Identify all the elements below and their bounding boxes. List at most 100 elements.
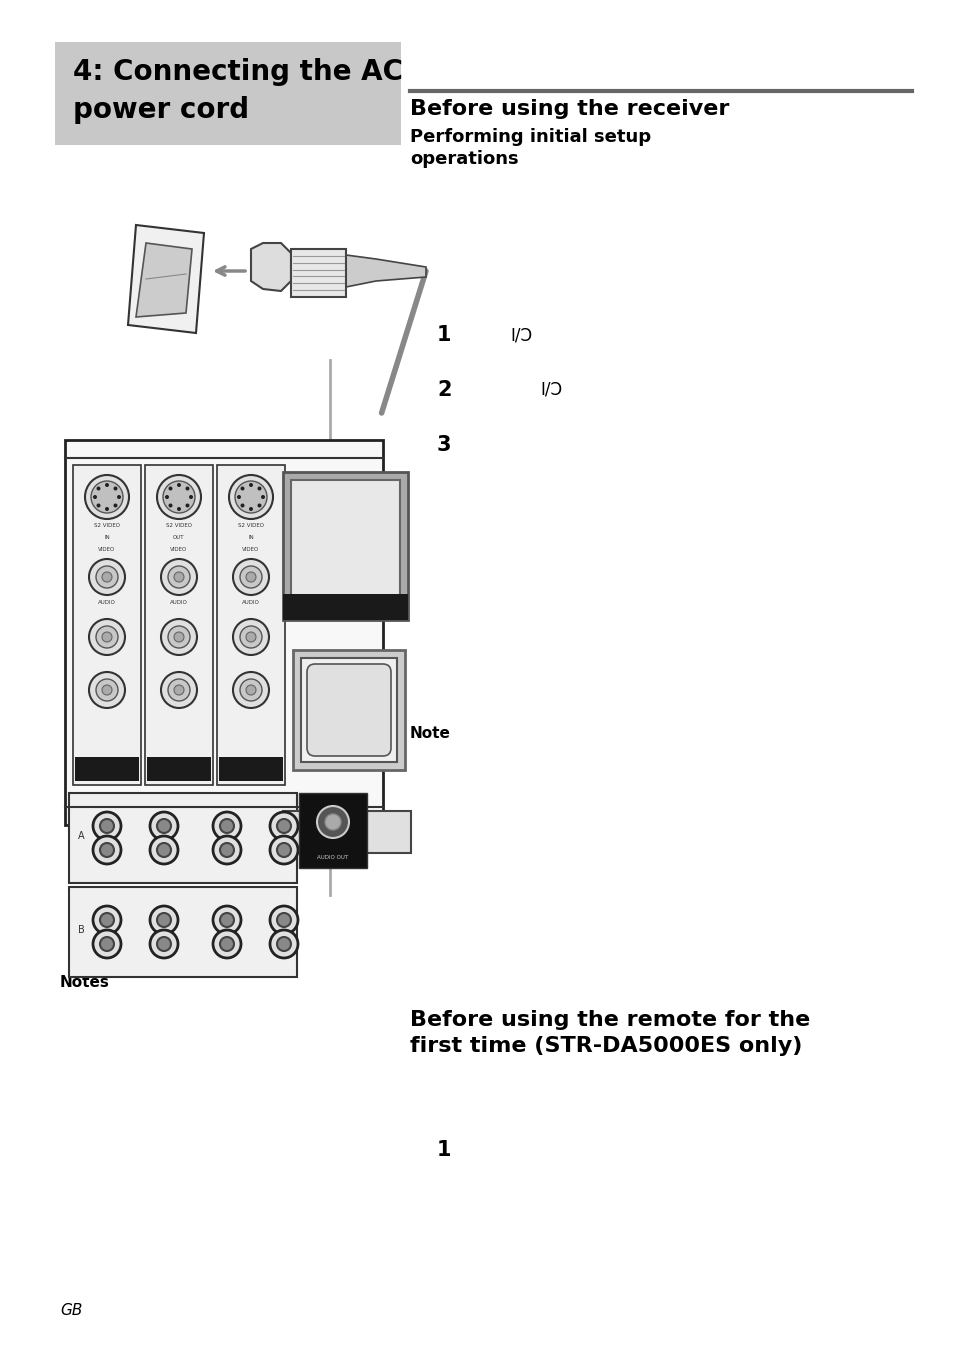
Circle shape <box>102 631 112 642</box>
Circle shape <box>92 930 121 959</box>
Text: 1: 1 <box>436 324 451 345</box>
Bar <box>69 794 296 883</box>
Circle shape <box>246 685 255 695</box>
Bar <box>73 465 141 786</box>
Text: Before using the receiver: Before using the receiver <box>410 99 729 119</box>
Bar <box>293 650 405 771</box>
Circle shape <box>161 619 196 654</box>
Circle shape <box>270 836 297 864</box>
Circle shape <box>150 813 178 840</box>
Circle shape <box>257 487 261 491</box>
Circle shape <box>276 844 291 857</box>
Circle shape <box>113 503 117 507</box>
Circle shape <box>261 495 265 499</box>
Text: A: A <box>77 831 84 841</box>
Text: Before using the remote for the
first time (STR-DA5000ES only): Before using the remote for the first ti… <box>410 1010 809 1056</box>
Circle shape <box>163 481 194 512</box>
Circle shape <box>165 495 169 499</box>
Circle shape <box>105 483 109 487</box>
Text: Performing initial setup
operations: Performing initial setup operations <box>410 128 651 168</box>
Circle shape <box>316 806 349 838</box>
Circle shape <box>157 913 171 927</box>
Text: 3: 3 <box>436 435 451 456</box>
Circle shape <box>240 487 244 491</box>
Text: AUDIO OUT: AUDIO OUT <box>317 854 348 860</box>
Circle shape <box>169 503 172 507</box>
Circle shape <box>236 495 241 499</box>
Bar <box>65 439 382 825</box>
Circle shape <box>246 631 255 642</box>
Circle shape <box>96 679 118 700</box>
Circle shape <box>213 813 241 840</box>
Bar <box>291 480 399 596</box>
Text: GB: GB <box>60 1303 82 1318</box>
Bar <box>291 249 346 297</box>
Circle shape <box>150 930 178 959</box>
Text: B: B <box>77 925 84 936</box>
Text: S2 VIDEO: S2 VIDEO <box>237 523 264 529</box>
Circle shape <box>157 844 171 857</box>
Text: I/Ɔ: I/Ɔ <box>510 326 532 343</box>
Bar <box>283 811 411 853</box>
Text: 1: 1 <box>436 1140 451 1160</box>
Circle shape <box>229 475 273 519</box>
Text: I/Ɔ: I/Ɔ <box>539 381 561 399</box>
Circle shape <box>185 503 190 507</box>
Circle shape <box>92 906 121 934</box>
Circle shape <box>173 631 184 642</box>
Circle shape <box>213 906 241 934</box>
FancyBboxPatch shape <box>307 664 391 756</box>
Text: VIDEO: VIDEO <box>242 548 259 552</box>
Circle shape <box>185 487 190 491</box>
Circle shape <box>325 814 340 830</box>
Text: Note: Note <box>410 726 451 741</box>
Bar <box>219 757 283 781</box>
Bar <box>283 472 408 621</box>
Text: IN: IN <box>248 535 253 539</box>
Circle shape <box>276 937 291 950</box>
Circle shape <box>100 937 113 950</box>
Bar <box>145 465 213 786</box>
Circle shape <box>157 475 201 519</box>
Bar <box>55 42 400 145</box>
Circle shape <box>89 619 125 654</box>
Text: AUDIO: AUDIO <box>98 600 116 604</box>
Circle shape <box>150 836 178 864</box>
Circle shape <box>100 913 113 927</box>
Circle shape <box>276 819 291 833</box>
Circle shape <box>168 679 190 700</box>
Circle shape <box>96 503 100 507</box>
Circle shape <box>92 813 121 840</box>
Circle shape <box>168 626 190 648</box>
Circle shape <box>276 913 291 927</box>
Circle shape <box>89 672 125 708</box>
Circle shape <box>220 913 233 927</box>
Circle shape <box>177 483 181 487</box>
Circle shape <box>240 566 262 588</box>
Text: OUT: OUT <box>173 535 185 539</box>
Circle shape <box>246 572 255 581</box>
Circle shape <box>161 672 196 708</box>
Circle shape <box>257 503 261 507</box>
Text: Notes: Notes <box>60 975 110 990</box>
Circle shape <box>96 566 118 588</box>
Circle shape <box>220 819 233 833</box>
Circle shape <box>249 483 253 487</box>
Bar <box>75 757 139 781</box>
Circle shape <box>249 507 253 511</box>
Circle shape <box>240 503 244 507</box>
Circle shape <box>213 930 241 959</box>
Circle shape <box>102 685 112 695</box>
Circle shape <box>233 558 269 595</box>
Text: 4: Connecting the AC
power cord: 4: Connecting the AC power cord <box>73 58 402 124</box>
Circle shape <box>105 507 109 511</box>
Text: VIDEO: VIDEO <box>171 548 188 552</box>
Bar <box>283 594 408 621</box>
Circle shape <box>270 930 297 959</box>
Circle shape <box>173 572 184 581</box>
Circle shape <box>234 481 267 512</box>
Circle shape <box>96 626 118 648</box>
Circle shape <box>220 844 233 857</box>
Text: AUDIO: AUDIO <box>170 600 188 604</box>
Polygon shape <box>346 256 426 287</box>
